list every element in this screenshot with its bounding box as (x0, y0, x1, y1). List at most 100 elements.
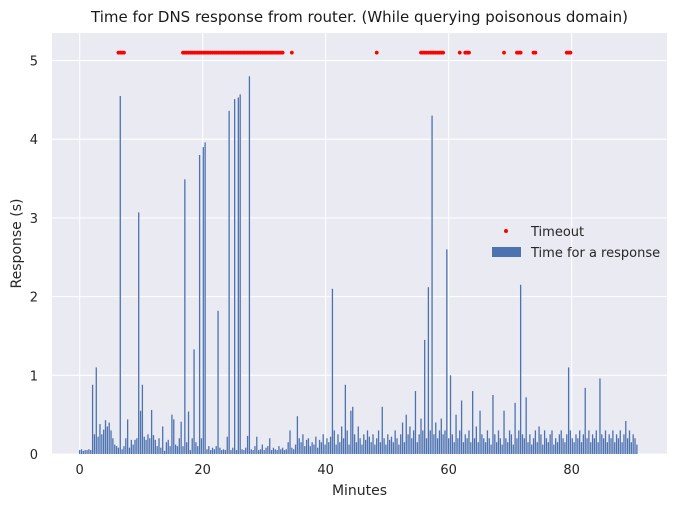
response-bar (553, 444, 555, 454)
response-bar (189, 450, 192, 454)
response-bar (145, 439, 147, 454)
response-bar (484, 442, 487, 454)
response-bar (459, 430, 461, 454)
response-bar (163, 450, 166, 454)
y-tick-label: 5 (30, 55, 38, 70)
response-bar (617, 438, 620, 454)
response-bar (305, 439, 308, 454)
response-bar (285, 449, 287, 454)
response-bar (115, 446, 118, 454)
response-bar (88, 449, 90, 454)
response-bar (234, 99, 236, 454)
y-tick-label: 4 (30, 133, 38, 148)
response-bar (136, 438, 138, 454)
response-bar (604, 430, 607, 454)
response-bar (403, 442, 406, 454)
response-bar (575, 434, 577, 454)
response-bar (468, 430, 470, 454)
response-bar (392, 442, 394, 454)
response-bar (551, 430, 553, 454)
response-bar (499, 438, 501, 454)
timeout-point (289, 50, 294, 55)
response-bar (103, 429, 105, 454)
response-bar (82, 450, 85, 454)
response-bar (298, 438, 300, 454)
timeout-point (122, 50, 126, 55)
response-bar (333, 430, 335, 454)
response-bar (514, 402, 516, 454)
response-bar (503, 410, 505, 454)
response-bar (263, 450, 265, 454)
response-bar (311, 442, 313, 454)
response-bar (591, 434, 594, 454)
response-bar (287, 442, 289, 454)
response-bar (79, 450, 81, 454)
response-bar (348, 444, 350, 454)
response-bar (492, 394, 494, 454)
response-bar (560, 430, 562, 454)
response-bar (257, 450, 260, 454)
response-bar (582, 434, 585, 454)
response-bar (543, 430, 546, 454)
response-bar (160, 447, 162, 454)
response-bar (355, 442, 358, 454)
timeout-point (441, 50, 446, 55)
response-bar (171, 414, 173, 454)
timeout-point (457, 50, 462, 55)
response-bar (309, 446, 311, 454)
response-bar (401, 422, 404, 454)
response-bar (278, 446, 280, 454)
response-bar (270, 450, 273, 454)
response-bar (95, 367, 97, 454)
response-bar (573, 442, 575, 454)
x-axis-label: Minutes (332, 483, 387, 499)
response-bar (444, 430, 446, 454)
response-bar (230, 450, 232, 454)
response-bar (612, 430, 614, 454)
response-bar (420, 418, 422, 454)
response-bar (200, 438, 203, 454)
response-bar (472, 391, 474, 454)
response-bar (412, 430, 415, 454)
response-bar (149, 438, 151, 454)
response-bar (556, 442, 559, 454)
response-bar (555, 438, 557, 454)
response-bar (259, 449, 262, 454)
response-bar (381, 406, 383, 454)
response-bar (429, 430, 431, 454)
response-bar (174, 444, 177, 454)
response-bar (317, 447, 319, 454)
timeout-point (467, 50, 471, 55)
response-bar (390, 436, 393, 454)
response-bar (407, 434, 409, 454)
response-bar (134, 439, 136, 454)
response-bar (529, 434, 531, 454)
response-bar (237, 97, 239, 454)
response-bar (400, 434, 402, 454)
response-bar (588, 430, 590, 454)
response-bar (483, 438, 485, 454)
response-bar (534, 430, 537, 454)
response-bar (342, 438, 345, 454)
response-bar (566, 434, 568, 454)
response-bar (339, 442, 341, 454)
response-bar (217, 310, 219, 454)
response-bar (418, 434, 420, 454)
response-bar (477, 442, 479, 454)
response-bar (195, 442, 197, 454)
response-bar (586, 438, 588, 454)
response-bar (335, 444, 337, 454)
response-bar (121, 449, 123, 454)
response-bar (580, 442, 583, 454)
response-bar (512, 444, 514, 454)
response-bar (106, 426, 108, 454)
response-bar (182, 446, 184, 454)
response-bar (228, 110, 230, 455)
response-bar (449, 375, 452, 454)
timeout-point (568, 50, 573, 55)
response-bar (584, 387, 586, 454)
response-bar (433, 434, 435, 454)
response-bar (438, 430, 441, 454)
response-bar (152, 435, 155, 454)
